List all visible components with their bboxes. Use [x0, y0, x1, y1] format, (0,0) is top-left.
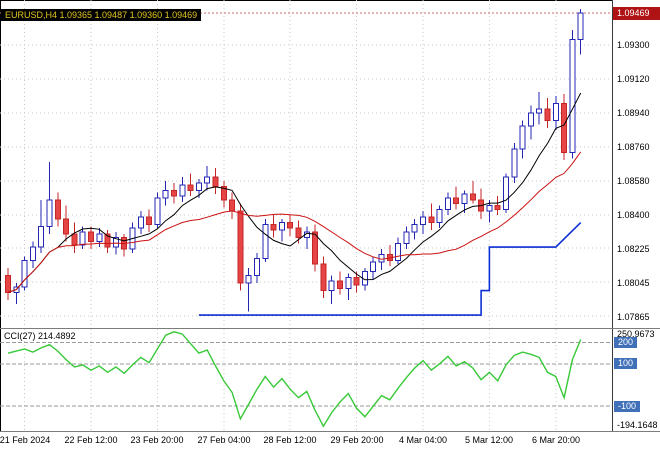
- cci-level-200-tag: 200: [614, 337, 638, 348]
- time-axis-label: 22 Feb 12:00: [64, 435, 118, 445]
- time-axis-label: 29 Feb 20:00: [330, 435, 384, 445]
- price-axis[interactable]: 1.09300 1.09120 1.08940 1.08760 1.08580 …: [612, 0, 660, 328]
- time-axis-label: 4 Mar 04:00: [398, 435, 448, 445]
- cci-indicator-axis[interactable]: 250.9673 200 100 -100 -194.1648: [612, 329, 660, 431]
- time-axis-label: 5 Mar 12:00: [464, 435, 514, 445]
- price-axis-label: 1.08580: [617, 176, 650, 186]
- time-axis-label: 6 Mar 20:00: [531, 435, 581, 445]
- time-axis-label: 27 Feb 04:00: [197, 435, 251, 445]
- current-price-tag: 1.09469: [613, 7, 660, 20]
- price-axis-label: 1.07865: [617, 312, 650, 322]
- cci-level-minus100-tag: -100: [614, 401, 641, 412]
- time-axis-label: 23 Feb 20:00: [130, 435, 184, 445]
- price-axis-label: 1.09300: [617, 40, 650, 50]
- price-axis-label: 1.08400: [617, 210, 650, 220]
- time-axis-label: 21 Feb 2024: [0, 435, 51, 445]
- price-axis-label: 1.08760: [617, 142, 650, 152]
- price-axis-label: 1.09120: [617, 74, 650, 84]
- price-axis-label: 1.08045: [617, 278, 650, 288]
- price-chart-canvas[interactable]: [0, 0, 612, 328]
- indicator-panel-resize-handle[interactable]: [0, 328, 660, 329]
- time-axis-separator: [0, 431, 660, 432]
- chart-ohlc-label: EURUSD,H4 1.09365 1.09487 1.09360 1.0946…: [1, 9, 202, 21]
- cci-max-label: 250.9673: [617, 329, 655, 339]
- cci-indicator-label: CCI(27) 214.4892: [4, 331, 76, 341]
- price-axis-label: 1.08225: [617, 244, 650, 254]
- time-axis[interactable]: 21 Feb 2024 22 Feb 12:00 23 Feb 20:00 27…: [0, 432, 660, 450]
- price-axis-label: 1.08940: [617, 108, 650, 118]
- time-axis-label: 28 Feb 12:00: [263, 435, 317, 445]
- cci-indicator-canvas[interactable]: [0, 329, 612, 431]
- cci-level-100-tag: 100: [614, 358, 638, 369]
- cci-min-label: -194.1648: [617, 420, 658, 430]
